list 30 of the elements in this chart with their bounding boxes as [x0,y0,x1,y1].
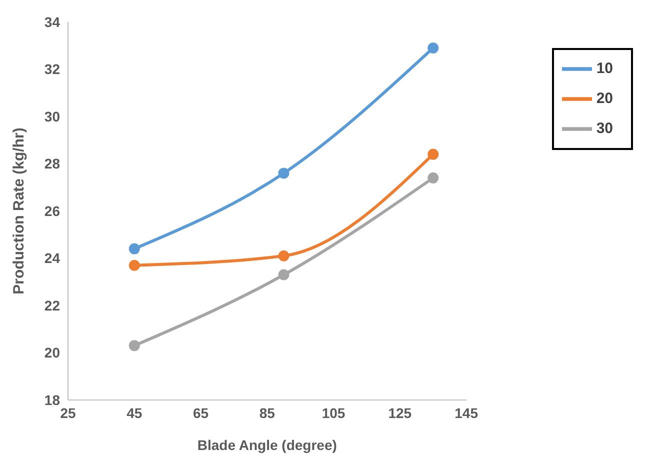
y-tick-label: 34 [44,14,60,30]
point [128,243,140,254]
legend-label: 20 [596,90,613,107]
x-axis-title: Blade Angle (degree) [197,437,337,453]
y-tick-label: 20 [44,344,60,361]
legend-label: 30 [596,120,613,137]
x-tick-label: 145 [454,404,478,421]
x-tick-label: 25 [60,404,76,421]
y-axis-title: Production Rate (kg/hr) [10,128,28,294]
x-tick-label: 65 [192,404,209,421]
y-tick-label: 28 [44,156,60,172]
y-tick-label: 22 [44,297,60,314]
legend-label: 10 [596,60,613,77]
x-tick-label: 45 [126,404,142,421]
y-tick-label: 24 [44,250,60,266]
y-tick-label: 30 [44,108,60,124]
point [278,250,290,262]
x-tick-label: 85 [259,404,276,421]
x-tick-label: 125 [388,404,412,421]
point [278,269,290,280]
point [428,148,439,160]
x-tick-label: 105 [322,404,346,421]
point [128,260,140,271]
point [428,172,439,184]
y-tick-label: 18 [44,392,60,408]
point [278,168,290,179]
y-tick-label: 26 [44,202,60,219]
y-tick-label: 32 [44,61,60,78]
point [428,42,439,54]
point [128,340,140,352]
